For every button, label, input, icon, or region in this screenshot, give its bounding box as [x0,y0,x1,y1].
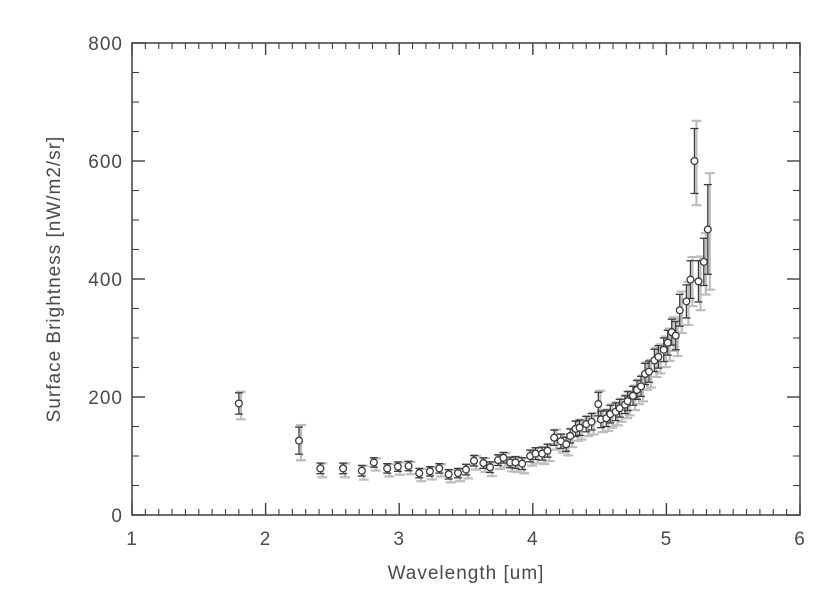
data-point [444,470,453,479]
data-point [659,345,668,354]
data-point [562,440,571,449]
data-point [404,461,413,471]
data-point [550,433,559,442]
data-point [316,464,325,473]
data-point [575,423,584,432]
data-point [499,453,508,462]
data-point [566,431,575,440]
data-point [339,464,348,473]
x-tick-label: 6 [794,529,806,550]
data-point [294,436,304,445]
data-point [636,382,646,391]
y-tick-label: 800 [88,34,123,55]
data-point [682,297,691,306]
data-point [654,352,663,361]
data-point [518,459,527,468]
y-axis-title: Surface Brightness [nW/m2/sr] [44,136,65,423]
data-point [694,277,703,286]
data-point [415,469,424,478]
data-point [587,417,596,426]
data-point [671,331,680,340]
data-point [543,446,552,455]
data-point [453,469,463,478]
data-point [686,275,695,284]
data-point [690,156,699,166]
y-tick-label: 0 [111,506,123,527]
x-tick-label: 4 [527,529,539,550]
data-point [703,225,712,234]
data-point [699,257,708,266]
y-tick-label: 600 [88,152,123,173]
data-point [369,458,378,467]
data-point [485,463,495,472]
secondary-error-bars [235,119,715,484]
x-tick-label: 1 [126,529,138,550]
data-point [531,449,540,458]
data-point [628,391,638,400]
y-tick-label: 200 [88,388,123,409]
x-tick-label: 3 [393,529,405,550]
x-axis-title: Wavelength [um] [388,563,545,584]
data-point [393,462,402,471]
x-tick-label: 5 [661,529,673,550]
axes-layer: 1 2 3 4 5 6 0 200 400 600 800 [88,34,806,550]
data-point [383,464,392,473]
data-point [644,367,654,376]
x-tick-label: 2 [260,529,272,550]
data-point [663,338,672,347]
data-layer [234,119,715,484]
data-point [461,465,471,474]
data-point [357,466,366,475]
error-bars [234,127,712,480]
data-point [425,467,434,476]
data-point [675,306,684,315]
data-point [511,458,520,467]
data-point [594,400,603,409]
data-point [623,397,632,406]
data-point [435,464,444,473]
data-point [479,459,488,468]
data-points [234,156,712,479]
y-tick-label: 400 [88,270,123,291]
data-point [234,399,243,408]
data-point [469,456,479,465]
